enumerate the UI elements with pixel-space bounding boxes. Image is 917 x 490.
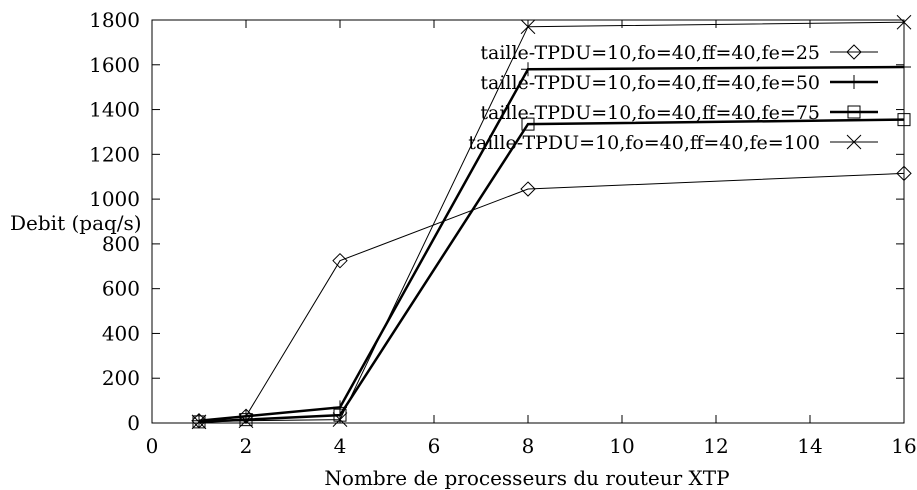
legend-entry: taille-TPDU=10,fo=40,ff=40,fe=50 <box>480 72 878 94</box>
x-tick-label: 14 <box>797 434 822 458</box>
x-tick-label: 4 <box>334 434 347 458</box>
x-axis-title: Nombre de processeurs du routeur XTP <box>324 466 729 490</box>
legend-marker-square <box>847 105 861 119</box>
y-tick-label: 600 <box>102 277 140 301</box>
y-tick-label: 1000 <box>89 187 140 211</box>
data-point-diamond <box>896 165 912 182</box>
legend-label: taille-TPDU=10,fo=40,ff=40,fe=25 <box>480 42 820 64</box>
legend-label: taille-TPDU=10,fo=40,ff=40,fe=50 <box>480 72 820 94</box>
legend-label: taille-TPDU=10,fo=40,ff=40,fe=75 <box>480 102 820 124</box>
x-tick-label: 16 <box>891 434 916 458</box>
legend-label: taille-TPDU=10,fo=40,ff=40,fe=100 <box>468 132 820 154</box>
x-tick-label: 0 <box>146 434 159 458</box>
x-tick-label: 6 <box>428 434 441 458</box>
series-diamond <box>191 165 912 429</box>
data-point-x <box>520 19 536 35</box>
data-point-x <box>191 414 207 430</box>
data-point-x <box>896 14 912 30</box>
data-point-square <box>333 408 347 422</box>
y-tick-label: 400 <box>102 321 140 345</box>
data-point-diamond <box>520 181 536 197</box>
legend-entry: taille-TPDU=10,fo=40,ff=40,fe=25 <box>480 42 878 64</box>
x-tick-label: 2 <box>240 434 253 458</box>
y-tick-label: 1800 <box>89 8 140 32</box>
legend-entry: taille-TPDU=10,fo=40,ff=40,fe=75 <box>480 102 878 124</box>
y-axis-title: Debit (paq/s) <box>10 211 142 235</box>
x-tick-label: 10 <box>609 434 634 458</box>
legend-marker-plus <box>847 75 861 89</box>
y-tick-label: 0 <box>127 411 140 435</box>
y-tick-label: 1600 <box>89 53 140 77</box>
legend-marker-x <box>846 134 862 150</box>
data-point-square <box>239 413 253 427</box>
series-square <box>192 113 911 429</box>
y-tick-label: 1400 <box>89 98 140 122</box>
x-tick-label: 8 <box>522 434 535 458</box>
y-tick-label: 1200 <box>89 142 140 166</box>
y-tick-label: 200 <box>102 366 140 390</box>
legend-entry: taille-TPDU=10,fo=40,ff=40,fe=100 <box>468 132 878 154</box>
series-line <box>198 172 905 422</box>
y-tick-label: 800 <box>102 232 140 256</box>
legend-marker-diamond <box>846 44 862 60</box>
x-tick-label: 12 <box>703 434 728 458</box>
series-x <box>191 14 912 430</box>
data-point-plus <box>521 62 535 77</box>
plot-series <box>191 14 912 430</box>
data-point-plus <box>897 60 911 75</box>
series-line <box>198 118 905 424</box>
data-point-diamond <box>332 252 348 269</box>
axes: 0 2 4 6 8 10 12 14 16 0 200 400 600 800 1000 1200 1400 16… <box>89 8 917 458</box>
data-point-square <box>897 113 911 127</box>
legend: taille-TPDU=10,fo=40,ff=40,fe=25 taille-T… <box>468 42 878 154</box>
data-point-x <box>238 413 254 429</box>
data-point-x <box>332 412 348 427</box>
data-point-square <box>521 117 535 131</box>
